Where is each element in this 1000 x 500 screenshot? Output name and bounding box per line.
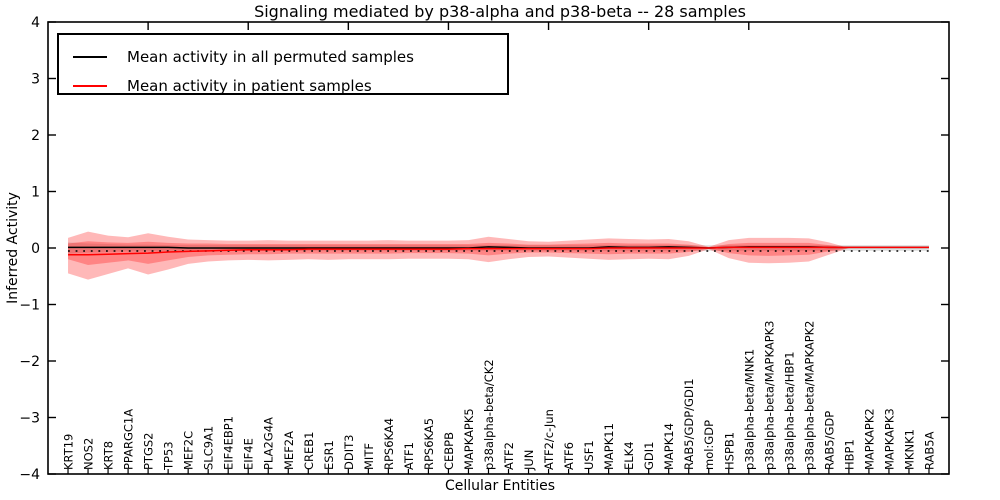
legend-item-patient: Mean activity in patient samples xyxy=(59,71,507,100)
category-label: TP53 xyxy=(162,441,176,471)
category-label: PPARGC1A xyxy=(122,409,136,470)
category-label: SLC9A1 xyxy=(202,426,216,470)
category-label: RAB5/GDP xyxy=(822,411,836,470)
category-label: MKNK1 xyxy=(902,429,916,470)
category-label: mol:GDP xyxy=(702,420,716,470)
category-label: NOS2 xyxy=(82,438,96,470)
category-label: ESR1 xyxy=(322,440,336,470)
category-label: p38alpha-beta/HBP1 xyxy=(782,351,796,470)
category-label: USF1 xyxy=(582,440,596,470)
category-label: KRT19 xyxy=(62,434,76,470)
category-label: RPS6KA4 xyxy=(382,418,396,470)
category-label: PTGS2 xyxy=(142,433,156,471)
category-label: ATF2/c-Jun xyxy=(542,409,556,470)
y-tick-label: 2 xyxy=(31,128,40,144)
x-axis-label: Cellular Entities xyxy=(0,478,1000,494)
category-label: MAPK14 xyxy=(662,423,676,470)
category-label: RAB5A xyxy=(922,431,936,470)
y-tick-label: 4 xyxy=(31,15,40,31)
category-label: p38alpha-beta/MNK1 xyxy=(742,349,756,470)
category-label: RAB5/GDP/GDI1 xyxy=(682,378,696,470)
category-label: MAPK11 xyxy=(602,423,616,470)
category-label: MEF2C xyxy=(182,431,196,470)
category-label: JUN xyxy=(522,450,536,471)
legend-label-permuted: Mean activity in all permuted samples xyxy=(127,48,414,66)
category-label: ELK4 xyxy=(622,441,636,470)
legend-box: Mean activity in all permuted samples Me… xyxy=(57,33,509,95)
figure-p38-signaling-chart: Signaling mediated by p38-alpha and p38-… xyxy=(0,0,1000,500)
category-label: MAPKAPK3 xyxy=(882,408,896,470)
y-tick-label: 3 xyxy=(31,72,40,88)
category-label: p38alpha-beta/MAPKAPK3 xyxy=(762,321,776,471)
y-tick-label: −1 xyxy=(19,298,40,314)
legend-label-patient: Mean activity in patient samples xyxy=(127,77,372,95)
category-label: p38alpha-beta/MAPKAPK2 xyxy=(802,321,816,471)
category-label: CEBPB xyxy=(442,432,456,470)
category-label: RPS6KA5 xyxy=(422,418,436,470)
category-label: KRT8 xyxy=(102,441,116,470)
legend-item-permuted: Mean activity in all permuted samples xyxy=(59,42,507,71)
y-tick-label: −3 xyxy=(19,411,40,427)
category-label: MAPKAPK5 xyxy=(462,408,476,470)
patient-line-swatch xyxy=(73,85,107,87)
y-axis-label: Inferred Activity xyxy=(5,183,21,313)
category-label: GDI1 xyxy=(642,442,656,470)
category-label: EIF4E xyxy=(242,438,256,470)
permuted-line-swatch xyxy=(73,56,107,58)
y-tick-label: 0 xyxy=(31,241,40,257)
category-label: CREB1 xyxy=(302,432,316,471)
y-tick-label: −2 xyxy=(19,354,40,370)
category-label: p38alpha-beta/CK2 xyxy=(482,359,496,470)
category-label: DDIT3 xyxy=(342,435,356,470)
category-label: ATF2 xyxy=(502,442,516,470)
category-label: PLA2G4A xyxy=(262,417,276,470)
category-label: EIF4EBP1 xyxy=(222,416,236,470)
category-label: ATF1 xyxy=(402,442,416,470)
category-label: HSPB1 xyxy=(722,432,736,470)
y-tick-label: 1 xyxy=(31,185,40,201)
category-label: MITF xyxy=(362,443,376,470)
category-label: HBP1 xyxy=(842,439,856,470)
category-label: MAPKAPK2 xyxy=(862,408,876,470)
category-label: MEF2A xyxy=(282,431,296,470)
category-label: ATF6 xyxy=(562,442,576,470)
